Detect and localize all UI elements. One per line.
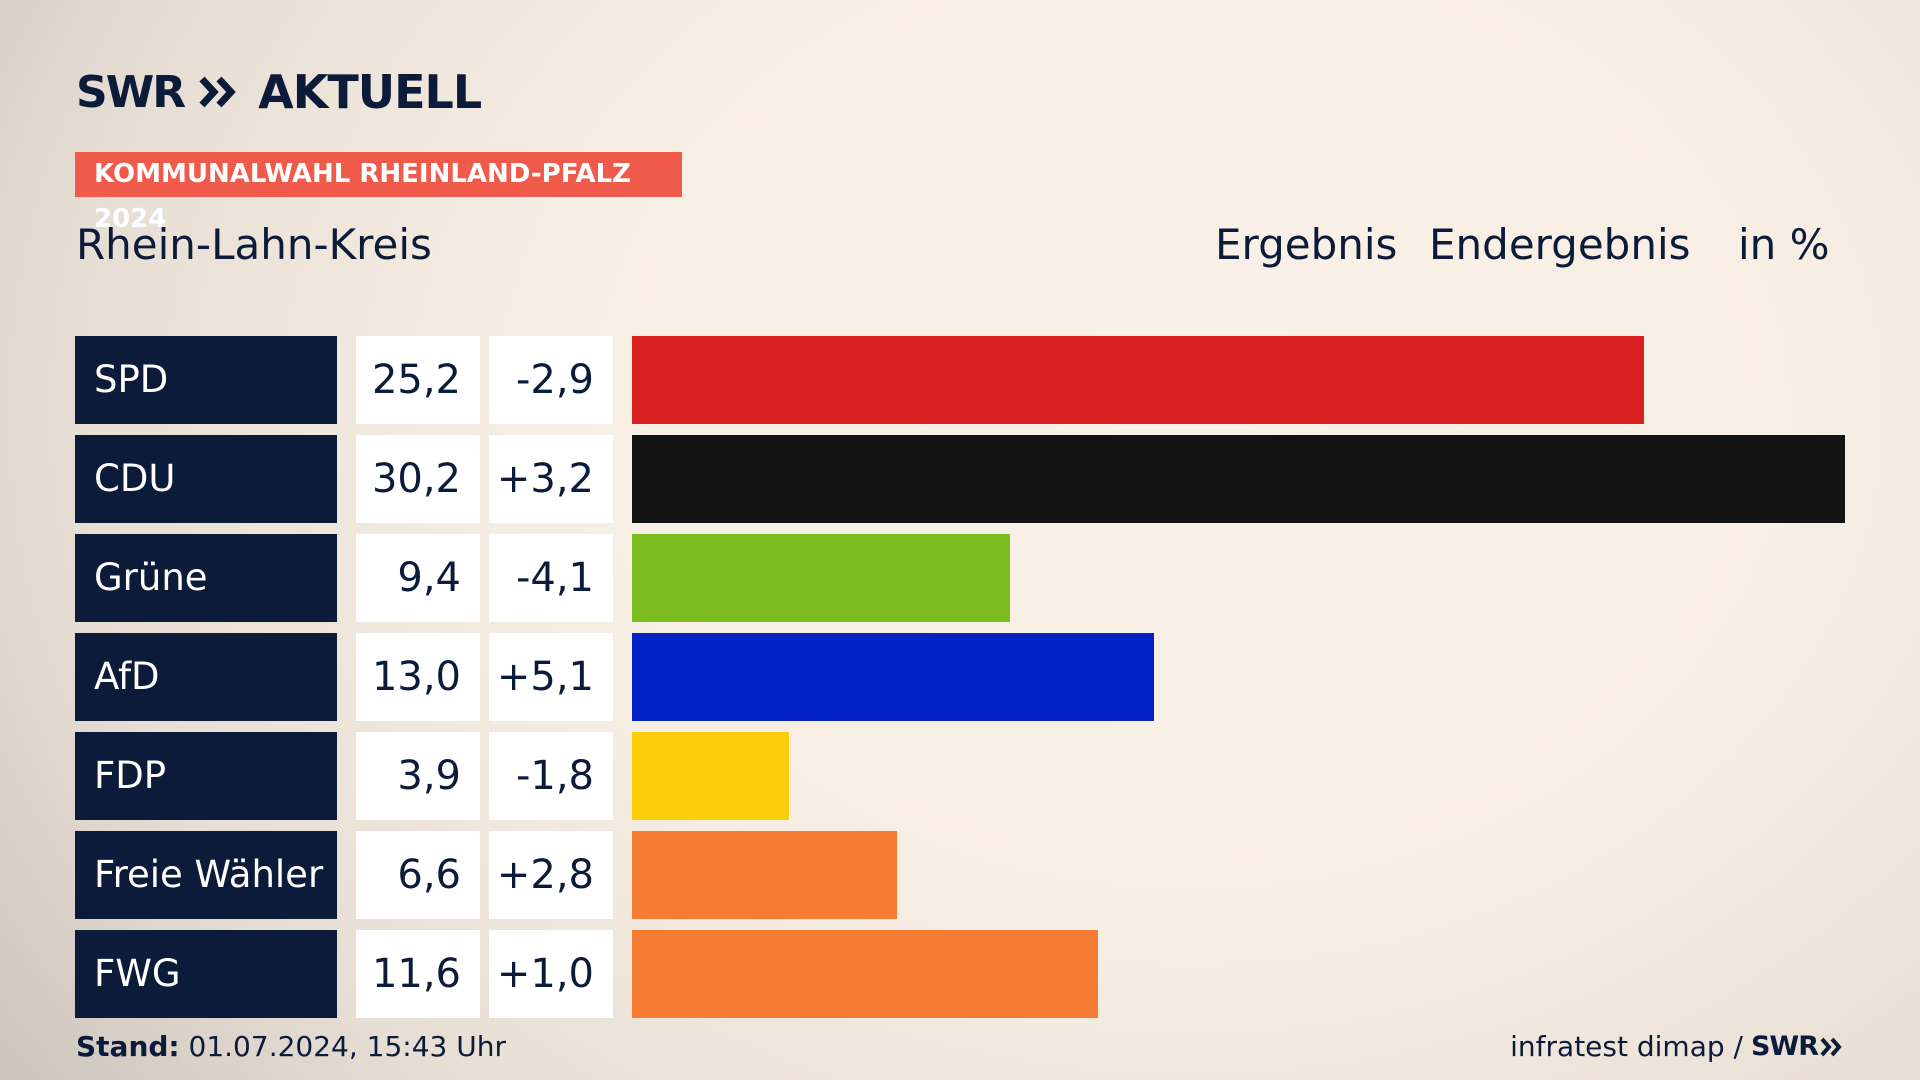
party-label: CDU <box>75 435 337 523</box>
result-bar <box>632 930 1098 1018</box>
party-label: Freie Wähler <box>75 831 337 919</box>
region-title: Rhein-Lahn-Kreis <box>76 220 432 269</box>
result-value: 11,6 <box>356 930 480 1018</box>
party-label: FWG <box>75 930 337 1018</box>
result-diff: -2,9 <box>489 336 613 424</box>
result-row: SPD 25,2 -2,9 <box>0 336 1920 424</box>
double-chevron-icon <box>199 76 236 108</box>
result-bar <box>632 336 1644 424</box>
party-label: SPD <box>75 336 337 424</box>
result-value: 13,0 <box>356 633 480 721</box>
result-value: 25,2 <box>356 336 480 424</box>
result-bar <box>632 732 789 820</box>
result-diff: +5,1 <box>489 633 613 721</box>
result-diff: +3,2 <box>489 435 613 523</box>
result-value: 3,9 <box>356 732 480 820</box>
party-label: Grüne <box>75 534 337 622</box>
swr-brand-text: SWR <box>76 66 186 118</box>
result-diff: -1,8 <box>489 732 613 820</box>
source-text: infratest dimap / <box>1510 1030 1743 1063</box>
swr-aktuell-logo: SWR AKTUELL <box>76 65 482 119</box>
double-chevron-small-icon <box>1820 1037 1842 1056</box>
election-badge: KOMMUNALWAHL RHEINLAND-PFALZ 2024 <box>75 152 682 234</box>
result-row: AfD 13,0 +5,1 <box>0 633 1920 721</box>
result-value: 9,4 <box>356 534 480 622</box>
result-row: Freie Wähler 6,6 +2,8 <box>0 831 1920 919</box>
result-value: 6,6 <box>356 831 480 919</box>
timestamp: Stand: 01.07.2024, 15:43 Uhr <box>76 1030 506 1063</box>
stand-value: 01.07.2024, 15:43 Uhr <box>188 1030 506 1063</box>
result-diff: +2,8 <box>489 831 613 919</box>
result-diff: +1,0 <box>489 930 613 1018</box>
column-header-unit: in % <box>1738 220 1830 269</box>
result-row: Grüne 9,4 -4,1 <box>0 534 1920 622</box>
source-credit: infratest dimap / SWR <box>1510 1030 1844 1063</box>
result-value: 30,2 <box>356 435 480 523</box>
result-row: FDP 3,9 -1,8 <box>0 732 1920 820</box>
swr-small-logo: SWR <box>1751 1031 1844 1062</box>
stand-label: Stand: <box>76 1030 180 1063</box>
result-row: FWG 11,6 +1,0 <box>0 930 1920 1018</box>
result-bar <box>632 633 1154 721</box>
result-row: CDU 30,2 +3,2 <box>0 435 1920 523</box>
party-label: FDP <box>75 732 337 820</box>
result-diff: -4,1 <box>489 534 613 622</box>
party-label: AfD <box>75 633 337 721</box>
result-bar <box>632 435 1845 523</box>
brand-title: AKTUELL <box>258 65 482 119</box>
swr-small-text: SWR <box>1750 1031 1819 1062</box>
column-header-ergebnis: Ergebnis <box>1215 220 1398 269</box>
result-bar <box>632 534 1010 622</box>
result-bar <box>632 831 897 919</box>
column-header-endergebnis: Endergebnis <box>1429 220 1691 269</box>
